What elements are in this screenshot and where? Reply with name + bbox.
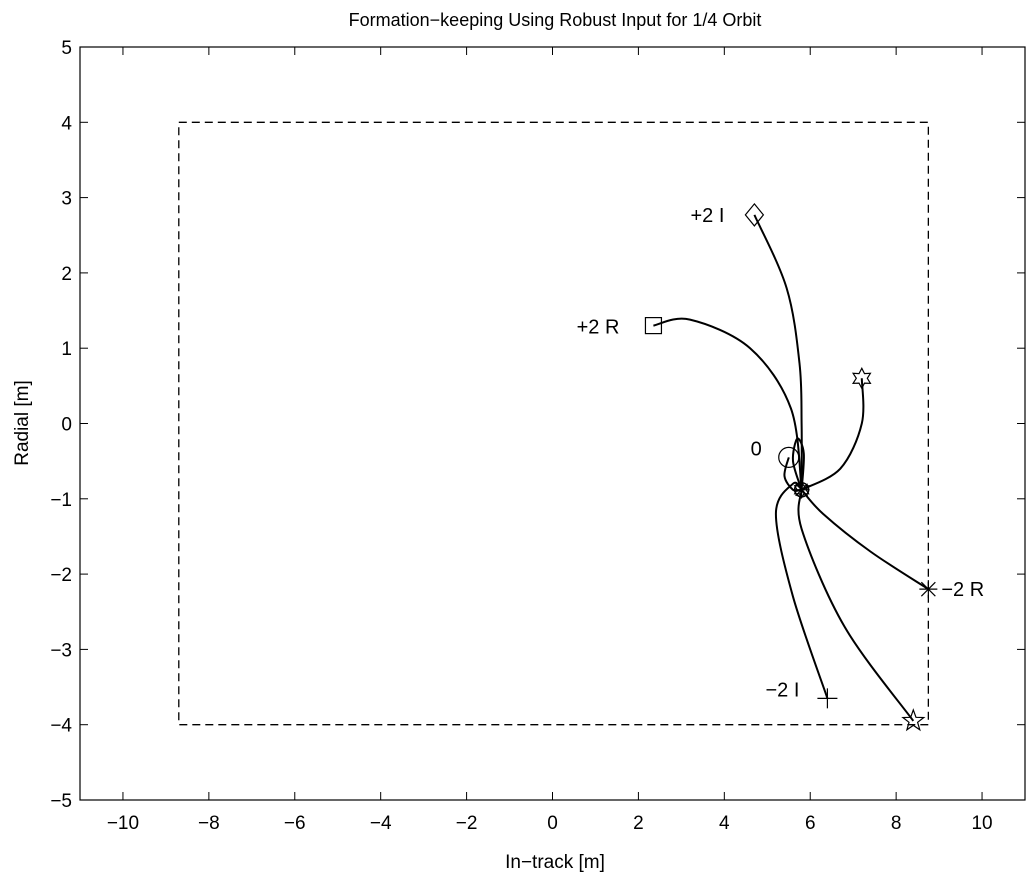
convergence-point-marker: [793, 480, 810, 500]
convergence-star: [793, 480, 810, 500]
trajectory-labels-layer: +2 I +2 R 0 −2 R −2 I: [577, 205, 985, 701]
x-tick-label: 6: [805, 813, 816, 834]
trajectory-line: [783, 457, 802, 492]
pentagram-marker: [901, 708, 926, 732]
y-tick-label: −5: [50, 791, 72, 812]
x-tick-label: 2: [633, 813, 644, 834]
asterisk-stroke: [920, 581, 936, 597]
hexagram-marker: [851, 366, 872, 390]
y-tick-label: 4: [61, 113, 72, 134]
x-tick-label: −4: [370, 813, 392, 834]
asterisk-marker: [919, 580, 938, 599]
chart-title: Formation−keeping Using Robust Input for…: [349, 10, 762, 30]
x-tick-label: 4: [719, 813, 730, 834]
x-tick-label: −6: [284, 813, 306, 834]
y-tick-label: −3: [50, 640, 72, 661]
diamond-marker: [744, 202, 765, 227]
boundary-box-layer: [178, 121, 930, 726]
x-tick-label: 10: [971, 813, 992, 834]
trajectories-layer: [653, 214, 929, 722]
markers-layer: [644, 202, 938, 732]
plot-frame: [79, 46, 1026, 801]
y-tick-label: −2: [50, 565, 72, 586]
trajectory-label: −2 R: [941, 579, 984, 601]
y-tick-label: 5: [61, 38, 72, 59]
plus-marker: [817, 688, 838, 709]
y-axis-label: Radial [m]: [12, 380, 33, 466]
y-tick-label: −1: [50, 490, 72, 511]
trajectory-line: [653, 317, 803, 490]
y-tick-label: 3: [61, 189, 72, 210]
x-tick-label: −10: [107, 813, 139, 834]
y-tick-label: 0: [61, 415, 72, 436]
trajectory-label: −2 I: [765, 679, 799, 701]
x-axis-label: In−track [m]: [505, 852, 605, 873]
circle-marker: [778, 446, 800, 468]
y-tick-label: −4: [50, 716, 72, 737]
trajectory-label: 0: [751, 438, 762, 460]
trajectory-label: +2 I: [690, 205, 724, 227]
convergence-stroke: [795, 483, 809, 497]
x-tick-label: −2: [456, 813, 478, 834]
x-tick-label: −8: [198, 813, 220, 834]
x-tick-label: 8: [891, 813, 902, 834]
y-tick-label: 2: [61, 264, 72, 285]
trajectory-line: [797, 489, 915, 722]
dashed-boundary-box: [178, 121, 930, 726]
x-tick-label: 0: [547, 813, 558, 834]
trajectory-label: +2 R: [577, 317, 620, 339]
trajectory-line: [801, 378, 865, 491]
trajectory-line: [791, 437, 805, 491]
trajectory-line: [774, 481, 829, 699]
trajectory-line: [800, 489, 929, 591]
y-tick-label: 1: [61, 339, 72, 360]
square-marker: [644, 317, 663, 335]
